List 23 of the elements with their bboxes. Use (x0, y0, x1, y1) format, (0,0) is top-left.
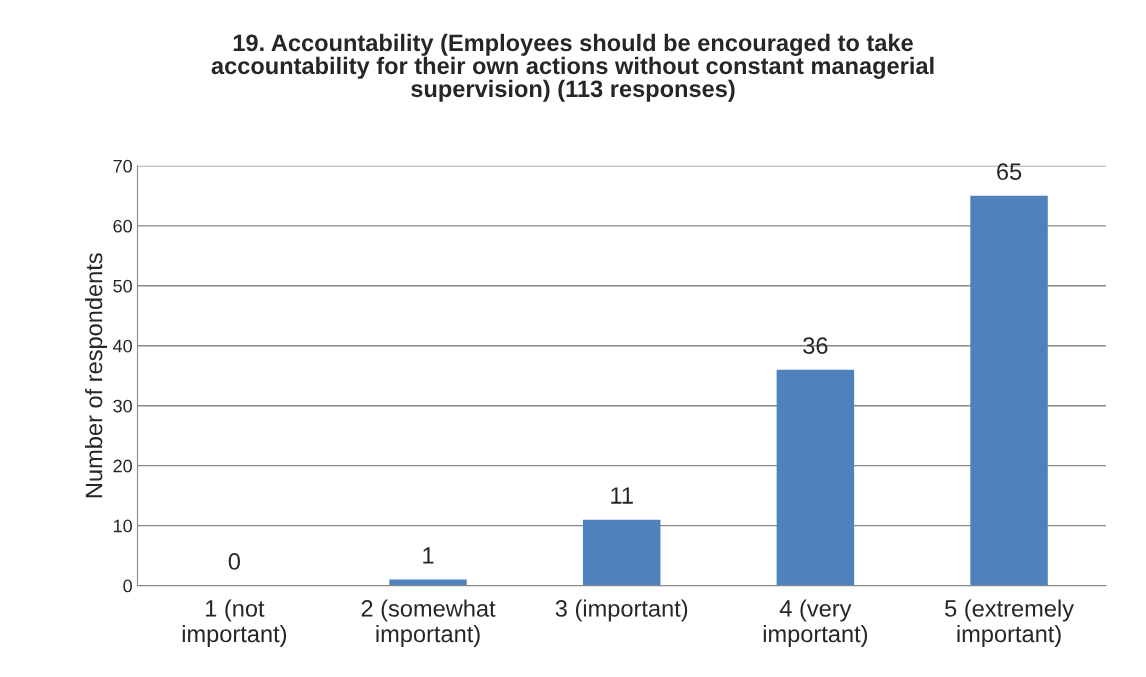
y-axis-title: Number of respondents (85, 253, 108, 498)
data-label: 65 (997, 163, 1022, 181)
x-tick-label: 2 (somewhat important) (361, 599, 496, 647)
data-label: 0 (228, 553, 240, 570)
x-tick-label: 4 (very important) (763, 599, 868, 647)
x-tick-label: 1 (not important) (182, 599, 287, 647)
y-tick-label: 70 (113, 159, 132, 173)
y-tick-label: 40 (112, 339, 132, 353)
data-label: 36 (803, 337, 828, 354)
y-tick-label: 10 (113, 519, 132, 533)
x-tick-label: 3 (important) (555, 599, 688, 622)
chart-title: 19. Accountability (Employees should be encouraged to take accountability for their own actions without constant managerial supervision) (113 responses) (211, 33, 934, 102)
y-tick-label: 0 (123, 579, 132, 593)
data-label: 11 (611, 487, 633, 504)
bar (970, 195, 1048, 586)
bar (582, 519, 661, 586)
bar (776, 369, 855, 586)
y-tick-label: 50 (113, 279, 132, 293)
y-tick-label: 20 (113, 459, 132, 473)
y-tick-label: 30 (113, 399, 132, 413)
x-tick-label: 5 (extremely important) (945, 599, 1074, 647)
data-label: 1 (423, 547, 434, 564)
y-tick-label: 60 (113, 219, 132, 233)
